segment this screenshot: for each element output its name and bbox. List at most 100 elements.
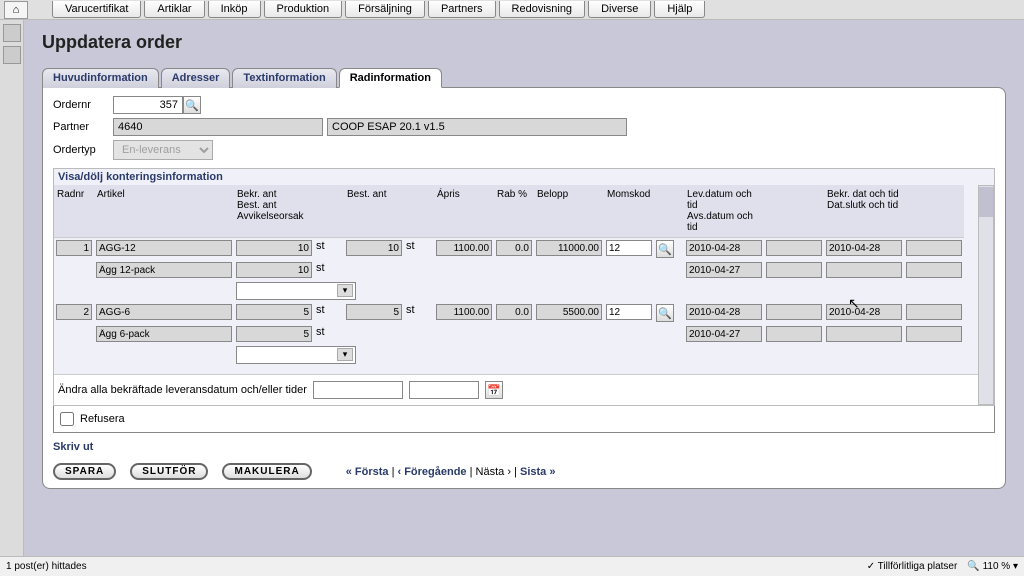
lev-datum-1[interactable] <box>686 304 762 320</box>
bekr-dat-0[interactable] <box>826 240 902 256</box>
best-ant-disp-1 <box>236 326 312 342</box>
sub-tab-huvudinformation[interactable]: Huvudinformation <box>42 68 159 88</box>
status-trusted: ✓ Tillförlitliga platser <box>867 561 958 572</box>
top-tab-5[interactable]: Partners <box>428 1 496 18</box>
top-tab-8[interactable]: Hjälp <box>654 1 705 18</box>
status-zoom[interactable]: 🔍 110 % ▾ <box>967 561 1018 572</box>
bulk-change-label: Ändra alla bekräftade leveransdatum och/… <box>58 384 307 396</box>
apris-0 <box>436 240 492 256</box>
best-ant-1 <box>346 304 402 320</box>
top-tab-1[interactable]: Artiklar <box>144 1 204 18</box>
top-tab-2[interactable]: Inköp <box>208 1 261 18</box>
refusera-label: Refusera <box>80 413 125 425</box>
lev-tid-0[interactable] <box>766 240 822 256</box>
grid-header: Artikel <box>94 185 234 238</box>
slutk-tid-0[interactable] <box>906 262 962 278</box>
momskod-search-0[interactable]: 🔍 <box>656 240 674 258</box>
apris-0-cell <box>434 238 494 260</box>
grid-header: Best. ant <box>344 185 404 238</box>
momskod-1[interactable] <box>606 304 652 320</box>
order-grid: RadnrArtikelBekr. ant Best. ant Avvikels… <box>54 185 994 366</box>
sub-tab-adresser[interactable]: Adresser <box>161 68 231 88</box>
avs-tid-1[interactable] <box>766 326 822 342</box>
form-panel: Ordernr 🔍 Partner 4640 COOP ESAP 20.1 v1… <box>42 87 1006 489</box>
bekr-dat-1[interactable] <box>826 304 902 320</box>
print-link[interactable]: Skriv ut <box>53 441 93 453</box>
lev-datum-1-cell <box>684 302 764 324</box>
sub-tab-textinformation[interactable]: Textinformation <box>232 68 336 88</box>
home-icon[interactable]: ⌂ <box>4 1 28 19</box>
top-tab-7[interactable]: Diverse <box>588 1 651 18</box>
avs-datum-1[interactable] <box>686 326 762 342</box>
lev-datum-0[interactable] <box>686 240 762 256</box>
top-tab-4[interactable]: Försäljning <box>345 1 425 18</box>
nav-first[interactable]: « Första <box>346 466 389 478</box>
grid-toggle-link[interactable]: Visa/dölj konteringsinformation <box>54 169 994 185</box>
bekr-dat-0-cell <box>824 238 904 260</box>
momskod-1-cell <box>604 302 654 324</box>
grid-header: Momskod <box>604 185 654 238</box>
apris-1-cell <box>434 302 494 324</box>
nav-prev[interactable]: ‹ Föregående <box>397 466 466 478</box>
lev-tid-1[interactable] <box>766 304 822 320</box>
ordertyp-select[interactable]: En-leverans <box>113 140 213 160</box>
unit2-1-cell: st <box>404 302 434 324</box>
grid-header: Ápris <box>434 185 494 238</box>
bekr-tid-1[interactable] <box>906 304 962 320</box>
spara-button[interactable]: SPARA <box>53 463 116 480</box>
avs-datum-0[interactable] <box>686 262 762 278</box>
slutk-tid-1[interactable] <box>906 326 962 342</box>
bulk-time-input[interactable] <box>409 381 479 399</box>
avvikelse-dropdown-0[interactable] <box>236 282 356 300</box>
page-title: Uppdatera order <box>42 32 1006 53</box>
avs-datum-0-cell <box>684 260 764 280</box>
makulera-button[interactable]: MAKULERA <box>222 463 311 480</box>
slutk-dat-1[interactable] <box>826 326 902 342</box>
unit3-1-cell: st <box>314 324 344 344</box>
grid-scrollbar[interactable] <box>978 185 994 405</box>
top-tab-6[interactable]: Redovisning <box>499 1 586 18</box>
avs-tid-0[interactable] <box>766 262 822 278</box>
best-ant-disp-1-cell <box>234 324 314 344</box>
artikel-desc-1 <box>96 326 232 342</box>
slutk-dat-1-cell <box>824 324 904 344</box>
slutk-dat-0[interactable] <box>826 262 902 278</box>
sub-tab-radinformation[interactable]: Radinformation <box>339 68 442 88</box>
slutfor-button[interactable]: SLUTFÖR <box>130 463 208 480</box>
grid-header <box>314 185 344 238</box>
refusera-checkbox[interactable] <box>60 412 74 426</box>
ordernr-label: Ordernr <box>53 99 113 111</box>
ordertyp-label: Ordertyp <box>53 144 113 156</box>
artikel-1[interactable] <box>96 304 232 320</box>
ordernr-search-icon[interactable]: 🔍 <box>183 96 201 114</box>
status-bar: 1 post(er) hittades ✓ Tillförlitliga pla… <box>0 556 1024 576</box>
grid-header: Rab % <box>494 185 534 238</box>
artikel-0-cell <box>94 238 234 260</box>
partner-label: Partner <box>53 121 113 133</box>
top-tab-0[interactable]: Varucertifikat <box>52 1 141 18</box>
rab-0-cell <box>494 238 534 260</box>
nav-next: Nästa › <box>476 466 511 478</box>
nav-last[interactable]: Sista » <box>520 466 555 478</box>
rail-icon-2[interactable] <box>3 46 21 64</box>
rab-0 <box>496 240 532 256</box>
artikel-desc-0 <box>96 262 232 278</box>
partner-code: 4640 <box>113 118 323 136</box>
bekr-ant-1[interactable] <box>236 304 312 320</box>
bekr-tid-0[interactable] <box>906 240 962 256</box>
grid-header: Belopp <box>534 185 604 238</box>
artikel-0[interactable] <box>96 240 232 256</box>
calendar-icon[interactable]: 📅 <box>485 381 503 399</box>
artikel-desc-1-cell <box>94 324 234 344</box>
momskod-search-1[interactable]: 🔍 <box>656 304 674 322</box>
best-ant-1-cell <box>344 302 404 324</box>
avvikelse-dropdown-1[interactable] <box>236 346 356 364</box>
bulk-date-input[interactable] <box>313 381 403 399</box>
momskod-0[interactable] <box>606 240 652 256</box>
ordernr-input[interactable] <box>113 96 183 114</box>
rail-icon-1[interactable] <box>3 24 21 42</box>
bekr-ant-0[interactable] <box>236 240 312 256</box>
best-ant-0-cell <box>344 238 404 260</box>
top-tabs: VarucertifikatArtiklarInköpProduktionFör… <box>32 1 705 18</box>
top-tab-3[interactable]: Produktion <box>264 1 343 18</box>
